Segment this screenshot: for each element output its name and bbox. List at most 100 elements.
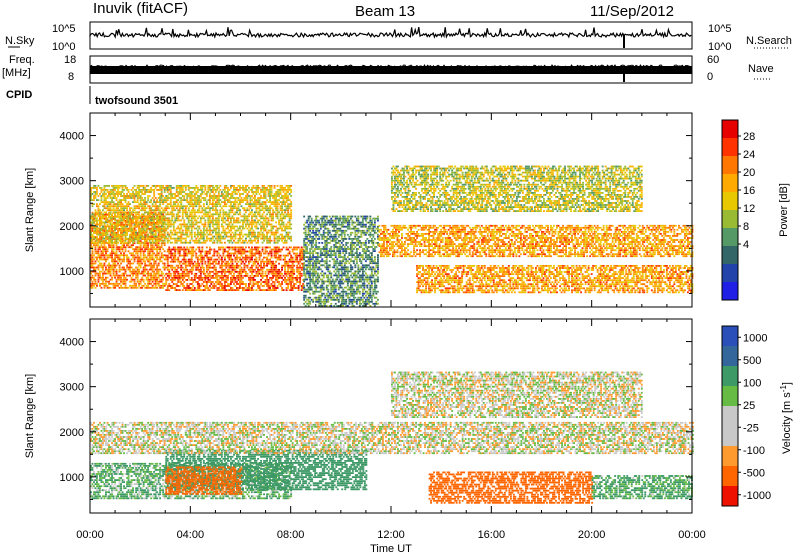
power-cell xyxy=(269,258,271,261)
power-cell xyxy=(99,241,101,244)
power-cell xyxy=(148,231,151,234)
power-cell xyxy=(159,195,162,197)
power-cell xyxy=(234,279,237,281)
power-cell xyxy=(91,203,94,205)
power-cell xyxy=(270,187,273,189)
power-cell xyxy=(111,238,113,240)
power-cell xyxy=(302,254,305,257)
power-cell xyxy=(270,277,273,279)
power-cell xyxy=(154,201,157,203)
power-cell xyxy=(159,250,162,253)
power-cell xyxy=(126,205,128,208)
power-cell xyxy=(195,199,198,201)
power-cell xyxy=(171,211,174,214)
power-cell xyxy=(168,250,171,253)
power-cell xyxy=(237,197,240,199)
power-cell xyxy=(130,195,133,197)
power-cell xyxy=(91,193,94,195)
power-cell xyxy=(213,266,216,269)
power-cell xyxy=(214,281,217,283)
power-cell xyxy=(299,264,302,267)
power-cell xyxy=(111,258,113,261)
power-cell xyxy=(156,221,159,224)
power-cell xyxy=(103,270,106,273)
power-cell xyxy=(186,241,189,244)
power-cell xyxy=(187,219,190,222)
power-cell xyxy=(210,207,213,210)
power-cell xyxy=(267,283,270,285)
power-cell xyxy=(213,287,216,289)
power-cell xyxy=(254,239,256,242)
power-cell xyxy=(260,195,262,197)
power-cell xyxy=(90,286,92,289)
power-cell xyxy=(180,189,183,191)
power-cell xyxy=(223,217,226,220)
power-cell xyxy=(129,213,131,216)
power-cell xyxy=(126,260,128,263)
power-cell xyxy=(249,268,252,271)
power-cell xyxy=(207,258,210,261)
power-cell xyxy=(171,205,174,208)
power-cell xyxy=(219,275,222,277)
power-cell xyxy=(148,213,151,216)
power-cell xyxy=(169,199,172,201)
power-cell xyxy=(201,248,204,251)
power-cell xyxy=(231,262,234,265)
power-cell xyxy=(111,185,113,187)
power-cell xyxy=(171,213,174,216)
power-cell xyxy=(127,258,130,261)
power-cell xyxy=(169,197,172,199)
power-cell xyxy=(138,260,141,263)
power-cell xyxy=(199,201,202,203)
power-cell xyxy=(276,215,279,218)
power-cell xyxy=(278,272,280,275)
power-cell xyxy=(240,246,243,249)
power-cell xyxy=(94,185,97,187)
power-cell xyxy=(213,223,216,226)
power-cell xyxy=(192,289,195,291)
power-cell xyxy=(198,233,201,236)
power-cell xyxy=(205,285,208,287)
power-cell xyxy=(123,224,125,226)
power-cell xyxy=(264,252,267,255)
power-cell xyxy=(94,195,97,197)
power-cell xyxy=(187,252,190,255)
power-cell xyxy=(162,233,165,236)
power-cell xyxy=(120,276,122,279)
power-cell xyxy=(117,201,119,203)
power-cell xyxy=(124,207,127,210)
power-cell xyxy=(255,289,258,291)
power-cell xyxy=(159,238,162,240)
power-cell xyxy=(102,254,104,257)
power-cell xyxy=(126,242,128,245)
power-cell xyxy=(165,213,168,216)
power-cell xyxy=(132,235,134,238)
power-cell xyxy=(180,193,183,195)
power-cell xyxy=(117,256,119,259)
power-cell xyxy=(127,246,130,249)
power-cell xyxy=(114,262,116,265)
power-cell xyxy=(281,277,283,279)
power-cell xyxy=(147,217,150,220)
power-cell xyxy=(254,246,256,249)
power-cell xyxy=(91,238,94,240)
power-cell xyxy=(102,276,104,279)
power-cell xyxy=(287,287,290,289)
power-cell xyxy=(148,286,151,289)
power-cell xyxy=(148,215,151,218)
power-cell xyxy=(102,227,104,230)
power-cell xyxy=(239,258,241,261)
power-cell xyxy=(129,225,131,228)
power-cell xyxy=(160,193,163,195)
power-cell xyxy=(192,246,195,249)
power-cell xyxy=(189,219,192,222)
power-cell xyxy=(148,228,151,230)
power-cell xyxy=(230,187,232,189)
power-cell xyxy=(145,258,148,261)
power-cell xyxy=(147,195,150,197)
power-cell xyxy=(234,281,237,283)
power-cell xyxy=(217,275,220,277)
power-cell xyxy=(133,221,136,224)
power-cell xyxy=(96,236,98,238)
power-cell xyxy=(99,187,101,189)
